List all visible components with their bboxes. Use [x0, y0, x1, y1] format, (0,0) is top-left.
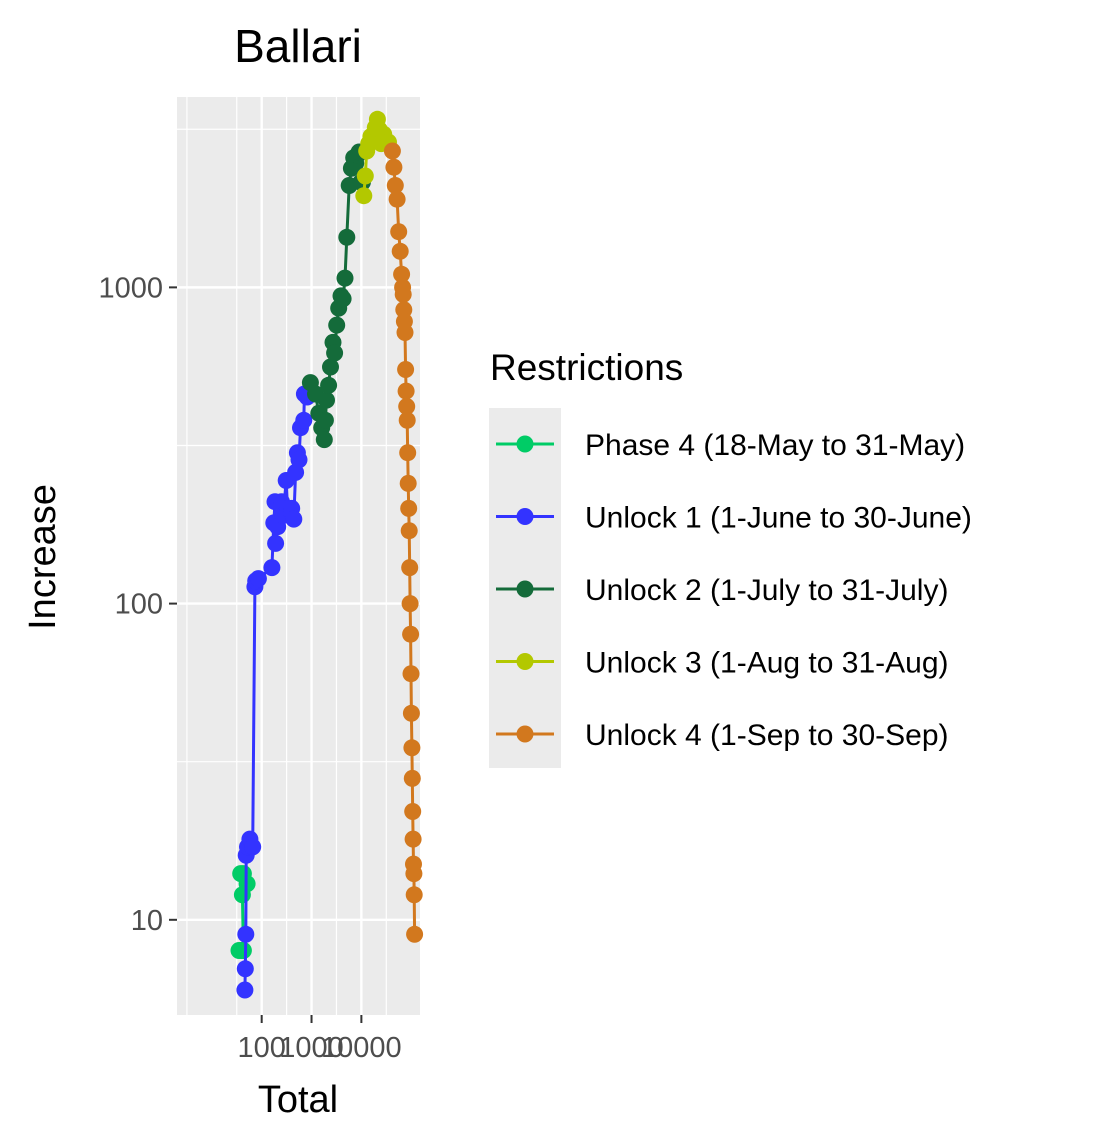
data-point [295, 411, 313, 429]
data-point [244, 838, 262, 856]
data-point [290, 451, 308, 469]
data-point [404, 803, 422, 820]
data-point [355, 187, 373, 205]
y-axis-title: Increase [22, 484, 64, 630]
x-axis-title: Total [258, 1079, 338, 1121]
legend-label: Unlock 3 (1-Aug to 31-Aug) [585, 647, 949, 680]
data-point [383, 142, 401, 160]
data-point [234, 942, 252, 959]
legend-label: Unlock 4 (1-Sep to 30-Sep) [585, 719, 949, 752]
legend-key-dot [516, 508, 534, 525]
legend-label: Unlock 1 (1-June to 30-June) [585, 502, 972, 535]
legend-item: Unlock 1 (1-June to 30-June) [496, 502, 972, 535]
legend-label: Phase 4 (18-May to 31-May) [585, 429, 965, 462]
data-point [391, 242, 409, 260]
data-point [316, 411, 334, 429]
legend-item: Unlock 4 (1-Sep to 30-Sep) [496, 719, 949, 752]
data-point [338, 228, 356, 246]
legend-key-dot [516, 653, 534, 670]
data-point [318, 391, 335, 409]
data-point [328, 316, 346, 334]
data-point [326, 344, 344, 362]
data-point [399, 474, 417, 492]
data-point [396, 324, 414, 341]
data-point [397, 382, 415, 400]
data-point [402, 704, 420, 722]
data-point [385, 158, 403, 176]
data-point [388, 190, 406, 208]
legend-key-dot [516, 435, 534, 453]
data-point [236, 960, 254, 978]
data-point [249, 570, 267, 588]
data-point [386, 177, 404, 194]
data-point [402, 665, 420, 683]
data-point [399, 444, 417, 462]
legend-item: Unlock 2 (1-July to 31-July) [496, 574, 948, 607]
data-point [267, 534, 285, 552]
data-point [398, 411, 416, 429]
legend-label: Unlock 2 (1-July to 31-July) [585, 574, 948, 607]
data-point [237, 925, 255, 943]
data-point [322, 358, 339, 376]
grid-lines [177, 97, 420, 1015]
data-point [394, 285, 412, 303]
data-point [397, 361, 415, 378]
data-point [400, 499, 418, 517]
x-tick-label: 100 [237, 1032, 285, 1064]
data-point [390, 223, 408, 241]
data-point [405, 865, 423, 883]
data-point [285, 510, 303, 528]
data-point [406, 925, 424, 943]
data-point [236, 981, 254, 999]
legend-item: Unlock 3 (1-Aug to 31-Aug) [496, 647, 949, 680]
data-point [401, 559, 419, 577]
x-tick-label: 10000 [321, 1032, 402, 1064]
data-point [401, 595, 419, 613]
legend: Phase 4 (18-May to 31-May) Unlock 1 (1-Ju… [496, 429, 972, 752]
series-3 [301, 143, 371, 449]
y-tick-label: 1000 [98, 272, 163, 304]
data-point [400, 522, 418, 540]
plot-panel [177, 97, 420, 1015]
chart-title: Ballari [234, 20, 362, 72]
legend-key-dot [516, 725, 534, 743]
legend-key-dot [516, 580, 534, 598]
data-point [398, 398, 416, 415]
data-point [334, 290, 352, 308]
legend-title: Restrictions [490, 347, 683, 388]
data-point [320, 376, 338, 394]
data-point [336, 269, 354, 287]
series-group [230, 110, 424, 999]
x-tick-label: 1000 [279, 1032, 344, 1064]
data-point [402, 625, 420, 643]
series-5 [383, 142, 424, 943]
legend-item: Phase 4 (18-May to 31-May) [496, 429, 965, 462]
data-point [403, 769, 421, 787]
data-point [315, 431, 333, 449]
data-point [393, 265, 411, 283]
data-point [405, 886, 423, 904]
data-point [263, 559, 281, 577]
y-tick-label: 10 [131, 905, 163, 937]
data-point [356, 167, 374, 185]
series-2 [236, 385, 316, 999]
data-point [404, 830, 422, 848]
data-point [403, 739, 421, 757]
y-tick-label: 100 [115, 589, 163, 621]
